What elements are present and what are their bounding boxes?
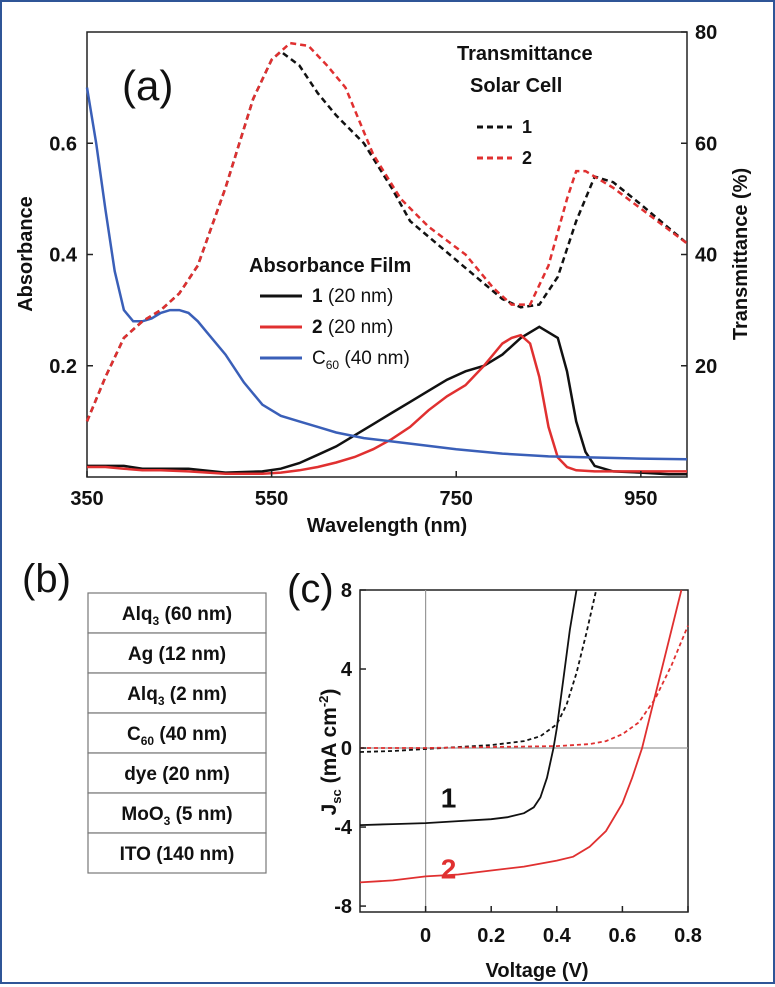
series-absorbance-1 [87,325,687,476]
panel-c-y-axis-label: Jsc (mA cm-2) [316,689,344,816]
panel-c-letter: (c) [287,567,334,611]
device-layer-cell [87,672,267,714]
panel-c-zero-lines [360,590,688,912]
device-layer-cell [87,632,267,674]
y-tick-label: 0.2 [49,356,77,378]
panel-b-letter: (b) [22,557,71,601]
x-tick-label: 950 [624,488,657,510]
y-tick-label: 0 [341,738,352,760]
panel-c-jv-chart: (c) 0 0.2 0.4 0.6 0.8 840-4-8 12 Voltage (V)… [287,567,702,982]
device-layer-label: Alq3 (60 nm) [122,604,232,628]
panel-c-curves [359,589,689,884]
series-transmittance-1 [85,49,688,422]
panel-c-plot-frame [359,589,689,913]
device-layer-label: C60 (40 nm) [127,724,227,748]
jv-curve-light-2 [359,589,683,884]
y-tick-label: -4 [334,817,353,839]
panel-a-right-y-ticks: 20 40 60 80 [681,22,717,378]
device-layer-table: Alq3 (60 nm) Ag (12 nm) Alq3 (2 nm) C60 (40… [87,592,267,874]
panel-a-left-y-ticks: 0.2 0.4 0.6 [49,133,93,378]
panel-a-curves [85,41,688,476]
transmittance-legend: Transmittance Solar Cell 1 2 [457,43,593,168]
y-right-tick-label: 80 [695,22,717,44]
device-layer-label: MoO3 (5 nm) [121,804,232,828]
device-layer-label: Alq3 (2 nm) [127,684,227,708]
panel-c-curve-labels: 12 [441,782,457,884]
jv-curve-dark-2 [360,625,689,749]
device-layer-cell [87,792,267,834]
device-layer-cell [87,592,267,634]
device-layer-cell [87,752,267,794]
y-right-tick-label: 60 [695,133,717,155]
panel-a-x-ticks: 350 550 750 950 [70,471,658,510]
device-layer-label: dye (20 nm) [124,764,230,785]
x-tick-label: 0.2 [477,925,505,947]
jv-curve-dark-1 [359,589,598,753]
legend-label-transmittance-1: 1 [522,117,532,137]
absorbance-legend-title: Absorbance Film [249,255,411,277]
y-right-tick-label: 20 [695,356,717,378]
y-tick-label: -8 [334,896,352,918]
y-tick-label: 4 [341,659,353,681]
jv-curve-light-1 [359,589,578,826]
panel-a-absorbance-transmittance-chart: (a) 350 550 750 950 0.2 0.4 0.6 20 40 60 80 Wave… [15,22,752,537]
device-layer-label: ITO (140 nm) [120,844,235,865]
x-tick-label: 0.4 [543,925,572,947]
panel-a-x-axis-label: Wavelength (nm) [307,515,467,537]
legend-label-absorbance-1: 1 (20 nm) [312,286,393,307]
panel-a-right-y-axis-label: Transmittance (%) [730,168,752,340]
panel-a-left-y-axis-label: Absorbance [15,196,37,312]
panel-c-x-axis-label: Voltage (V) [486,960,589,982]
panel-a-letter: (a) [122,62,173,109]
series-transmittance-2 [85,41,688,422]
panel-b-device-stack: (b) Alq3 (60 nm) Ag (12 nm) Alq3 (2 nm) C60… [22,557,267,874]
x-tick-label: 750 [440,488,473,510]
y-right-tick-label: 40 [695,245,717,267]
panel-c-y-ticks: 8 4 0 -4 -8 [334,580,366,918]
series-absorbance-2 [87,333,687,475]
x-tick-label: 0 [420,925,431,947]
device-layer-cell [87,712,267,754]
x-tick-label: 550 [255,488,288,510]
absorbance-legend: Absorbance Film 1 (20 nm) 2 (20 nm) C60 … [249,255,411,372]
y-tick-label: 0.4 [49,245,78,267]
y-tick-label: 0.6 [49,133,77,155]
legend-label-absorbance-2: 2 (20 nm) [312,317,393,338]
x-tick-label: 0.6 [608,925,636,947]
legend-label-transmittance-2: 2 [522,148,532,168]
legend-label-absorbance-c60: C60 (40 nm) [312,348,410,372]
x-tick-label: 350 [70,488,103,510]
curve-label: 1 [441,782,457,813]
device-layer-cell [87,832,267,874]
curve-label: 2 [441,853,457,884]
device-layer-label: Ag (12 nm) [128,644,226,665]
series-absorbance-c60 [85,87,688,461]
transmittance-legend-subtitle: Solar Cell [470,75,562,97]
transmittance-legend-title: Transmittance [457,43,593,65]
x-tick-label: 0.8 [674,925,702,947]
panel-c-x-ticks: 0 0.2 0.4 0.6 0.8 [420,906,702,947]
y-tick-label: 8 [341,580,352,602]
